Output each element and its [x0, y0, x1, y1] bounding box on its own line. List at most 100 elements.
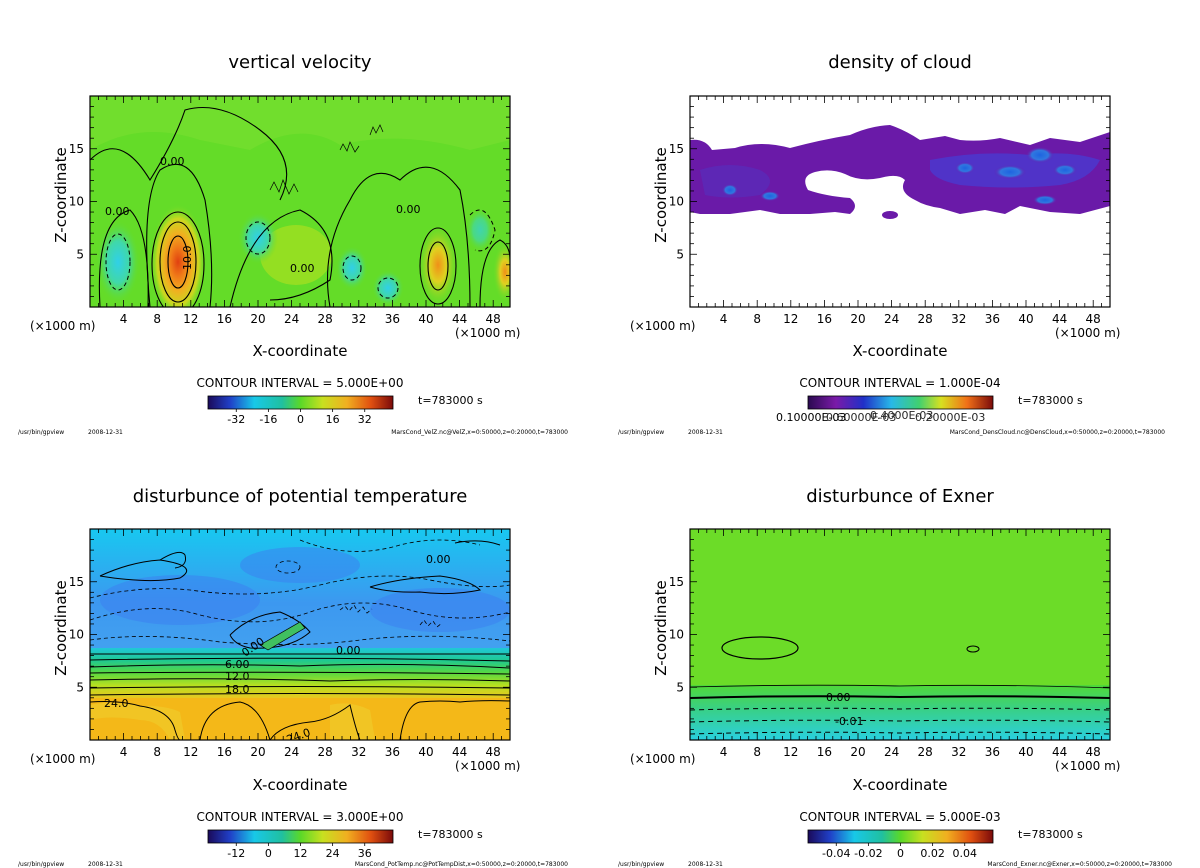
x-unit-label-left: (×1000 m): [630, 319, 695, 333]
colorbar-tick-label: -32: [227, 413, 245, 426]
updraft-core: [418, 223, 458, 307]
x-tick-label: 44: [1052, 312, 1067, 326]
colorbar-ticks: -32 -16 0 16 32: [227, 409, 372, 426]
x-tick-label: 16: [817, 312, 832, 326]
date-label: 2008-12-31: [688, 861, 723, 868]
y-tick-label: 15: [69, 575, 84, 589]
x-tick-label: 4: [120, 312, 128, 326]
contour-label: -0.01: [835, 715, 863, 728]
date-label: 2008-12-31: [88, 861, 123, 868]
chart-title: vertical velocity: [228, 52, 372, 73]
colorbar-tick-label: 12: [294, 847, 308, 860]
x-unit-label-right: (×1000 m): [455, 326, 520, 340]
y-tick-label: 10: [669, 628, 684, 642]
time-label: t=783000 s: [1018, 394, 1083, 407]
x-tick-label: 32: [351, 312, 366, 326]
colorbar: [207, 395, 394, 410]
y-axis-label: Z-coordinate: [52, 147, 70, 242]
x-axis-label: X-coordinate: [853, 342, 948, 360]
contour-label: 0.00: [105, 205, 130, 218]
downdraft-core: [336, 246, 368, 290]
source-label: MarsCond_VelZ.nc@VelZ,x=0:50000,z=0:2000…: [391, 429, 568, 436]
x-tick-label: 40: [1018, 745, 1033, 759]
x-tick-label: 48: [486, 312, 501, 326]
contour-label: 18.0: [225, 683, 250, 696]
x-unit-label-left: (×1000 m): [30, 752, 95, 766]
x-tick-label: 28: [918, 312, 933, 326]
date-label: 2008-12-31: [88, 429, 123, 436]
contour-label: 12.0: [225, 670, 250, 683]
y-tick-label: 15: [669, 142, 684, 156]
program-label: /usr/bin/gpview: [18, 861, 64, 868]
x-tick-label: 20: [850, 745, 865, 759]
contour-label: 0.00: [426, 553, 451, 566]
plot-field: 0.00 -0.01: [690, 529, 1110, 740]
x-axis-label: X-coordinate: [253, 776, 348, 794]
x-tick-label: 8: [153, 312, 161, 326]
y-axis-label: Z-coordinate: [52, 580, 70, 675]
contour-label: 24.0: [104, 697, 129, 710]
time-label: t=783000 s: [418, 394, 483, 407]
chart-title: disturbunce of potential temperature: [133, 486, 468, 507]
panel-density-of-cloud: density of cloud 4 8 12 16 20 24 28 32 36 40 44 485…: [618, 52, 1165, 436]
x-tick-label: 40: [418, 745, 433, 759]
updraft-core: [493, 242, 510, 302]
contour-lines: [690, 636, 1110, 699]
y-tick-label: 10: [69, 628, 84, 642]
svg-text:0.4000E-03: 0.4000E-03: [870, 409, 933, 422]
colorbar-tick-label: 0: [897, 847, 904, 860]
x-tick-label: 24: [884, 312, 899, 326]
colorbar-tick-label: 32: [358, 413, 372, 426]
x-tick-label: 36: [385, 312, 400, 326]
colorbar-tick-label: -12: [227, 847, 245, 860]
x-tick-label: 8: [153, 745, 161, 759]
y-tick-label: 15: [669, 575, 684, 589]
colorbar-ticks: -0.04 -0.02 0 0.02 0.04: [822, 843, 977, 860]
x-tick-label: 48: [1086, 312, 1101, 326]
x-tick-label: 24: [884, 745, 899, 759]
y-tick-label: 5: [76, 247, 84, 261]
colorbar-tick-label: 0: [265, 847, 272, 860]
x-tick-label: 32: [351, 745, 366, 759]
program-label: /usr/bin/gpview: [618, 429, 664, 436]
colorbar-tick-label: -0.02: [854, 847, 882, 860]
negative-contours: [105, 209, 496, 299]
contour-interval: CONTOUR INTERVAL = 5.000E+00: [197, 376, 404, 390]
colorbar-tick-label: 0: [297, 413, 304, 426]
contour-label: 0.00: [336, 644, 361, 657]
y-tick-label: 5: [76, 680, 84, 694]
downdraft-core: [372, 270, 404, 306]
x-tick-label: 20: [250, 745, 265, 759]
contour-label: 0.00: [290, 262, 315, 275]
x-tick-label: 44: [452, 745, 467, 759]
colorbar-tick-label: 0.02: [920, 847, 945, 860]
program-label: /usr/bin/gpview: [18, 429, 64, 436]
colorbar-tick-label: 36: [358, 847, 372, 860]
x-axis-label: X-coordinate: [853, 776, 948, 794]
y-tick-label: 5: [676, 680, 684, 694]
x-tick-label: 24: [284, 312, 299, 326]
colorbar-tick-label: 0.04: [952, 847, 977, 860]
y-axis-label: Z-coordinate: [652, 580, 670, 675]
colorbar-overlapping-labels: 0.60000E-03 0.4000E-03 0.20000E-03: [826, 409, 985, 424]
contour-interval: CONTOUR INTERVAL = 3.000E+00: [197, 810, 404, 824]
y-tick-label: 15: [69, 142, 84, 156]
x-axis-label: X-coordinate: [253, 342, 348, 360]
cloud-mass: [690, 125, 1110, 214]
x-tick-label: 4: [120, 745, 128, 759]
downdraft-core: [466, 208, 494, 252]
contour-label: 0.00: [160, 155, 185, 168]
svg-text:0.60000E-03: 0.60000E-03: [826, 411, 896, 424]
x-tick-label: 4: [720, 745, 728, 759]
contour-label: 0.00: [826, 691, 851, 704]
x-tick-label: 28: [318, 745, 333, 759]
plot-field: 0.00 0.00 6.00 12.0 18.0 24.0 24.0 0.00: [90, 529, 510, 740]
x-tick-label: 36: [985, 312, 1000, 326]
x-tick-label: 28: [918, 745, 933, 759]
svg-text:0.20000E-03: 0.20000E-03: [915, 411, 985, 424]
x-unit-label-right: (×1000 m): [1055, 326, 1120, 340]
